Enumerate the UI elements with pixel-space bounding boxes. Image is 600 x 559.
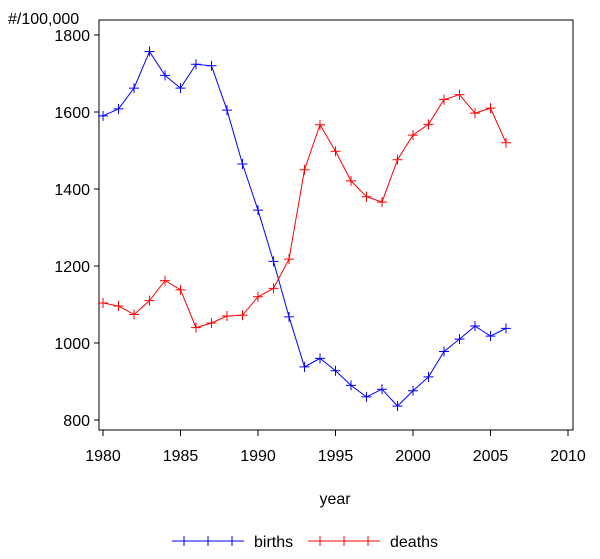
deaths-point-1984: [160, 275, 170, 286]
deaths-point-2000: [408, 130, 418, 141]
deaths-point-1994: [315, 119, 325, 130]
deaths-point-2005: [485, 103, 496, 114]
deaths-point-1982: [129, 309, 139, 320]
births-point-1987: [206, 60, 217, 71]
births-point-1994: [315, 353, 325, 364]
legend-marker-deaths: [363, 536, 373, 546]
deaths-point-2006: [501, 137, 511, 148]
deaths-point-1985: [175, 284, 186, 295]
deaths-point-2004: [470, 108, 480, 119]
births-point-1985: [175, 83, 186, 94]
deaths-point-1983: [144, 295, 155, 306]
legend-item-births: births: [172, 534, 293, 551]
births-point-1995: [330, 365, 341, 376]
legend-marker-deaths: [339, 536, 349, 546]
y-tick-label-1600: 1600: [54, 105, 90, 122]
deaths-point-2002: [439, 94, 449, 105]
y-tick-label-800: 800: [63, 413, 90, 430]
deaths-point-2003: [454, 89, 465, 100]
series-deaths: [98, 89, 511, 333]
births-point-1984: [160, 70, 170, 81]
legend-marker-deaths: [315, 536, 325, 546]
births-point-1990: [253, 205, 263, 216]
x-axis: 1980 1985 1990 1995 2000 2005 2010: [85, 430, 586, 465]
legend: births deaths: [172, 534, 438, 551]
x-axis-title: year: [319, 491, 351, 508]
deaths-point-1987: [206, 317, 217, 328]
births-point-1996: [346, 380, 356, 391]
x-tick-label-1990: 1990: [240, 448, 276, 465]
y-axis-title: #/100,000: [8, 11, 79, 28]
deaths-point-1992: [284, 254, 294, 265]
x-tick-label-1980: 1980: [85, 448, 121, 465]
deaths-line: [102, 94, 507, 329]
x-tick-label-2000: 2000: [395, 448, 431, 465]
y-tick-label-1400: 1400: [54, 182, 90, 199]
deaths-point-2001: [423, 119, 434, 130]
legend-label-deaths: deaths: [390, 534, 438, 551]
deaths-point-1991: [268, 283, 279, 294]
births-point-1999: [392, 401, 403, 412]
deaths-point-1996: [346, 175, 356, 186]
deaths-point-1998: [377, 197, 387, 208]
deaths-point-1989: [237, 310, 248, 321]
deaths-point-1995: [330, 146, 341, 157]
births-point-1982: [129, 83, 139, 94]
births-point-2000: [408, 385, 418, 396]
legend-marker-births: [203, 536, 213, 546]
deaths-point-1993: [299, 164, 310, 175]
births-point-2006: [501, 323, 511, 334]
x-tick-label-2005: 2005: [473, 448, 509, 465]
x-tick-label-1995: 1995: [318, 448, 354, 465]
births-point-2002: [439, 346, 449, 357]
deaths-point-1990: [253, 291, 263, 302]
legend-marker-births: [179, 536, 189, 546]
deaths-point-1988: [222, 311, 232, 322]
x-tick-label-1985: 1985: [163, 448, 199, 465]
births-point-1980: [98, 110, 108, 121]
y-tick-label-1200: 1200: [54, 259, 90, 276]
x-tick-label-2010: 2010: [550, 448, 586, 465]
deaths-point-1980: [98, 297, 108, 308]
births-point-1997: [361, 391, 372, 402]
births-point-1998: [377, 384, 387, 395]
deaths-point-1999: [392, 154, 403, 165]
births-point-2003: [454, 334, 465, 345]
births-point-1986: [191, 59, 201, 70]
legend-label-births: births: [254, 534, 293, 551]
legend-item-deaths: deaths: [308, 534, 438, 551]
births-point-1991: [268, 256, 279, 267]
births-point-2004: [470, 321, 480, 332]
deaths-point-1997: [361, 191, 372, 202]
births-point-2001: [423, 371, 434, 382]
y-tick-label-1000: 1000: [54, 336, 90, 353]
births-point-2005: [485, 331, 496, 342]
deaths-point-1986: [191, 322, 201, 333]
births-point-1988: [222, 105, 232, 116]
series-layer: [98, 46, 511, 412]
births-point-1981: [113, 103, 124, 114]
births-point-1993: [299, 361, 310, 372]
legend-marker-births: [227, 536, 237, 546]
births-point-1989: [237, 158, 248, 169]
births-point-1992: [284, 311, 294, 322]
y-tick-label-1800: 1800: [54, 28, 90, 45]
series-births: [98, 46, 511, 412]
births-line: [102, 50, 507, 407]
births-point-1983: [144, 46, 155, 57]
deaths-point-1981: [113, 301, 124, 312]
y-axis: 800 1000 1200 1400 1600 1800: [54, 28, 99, 430]
